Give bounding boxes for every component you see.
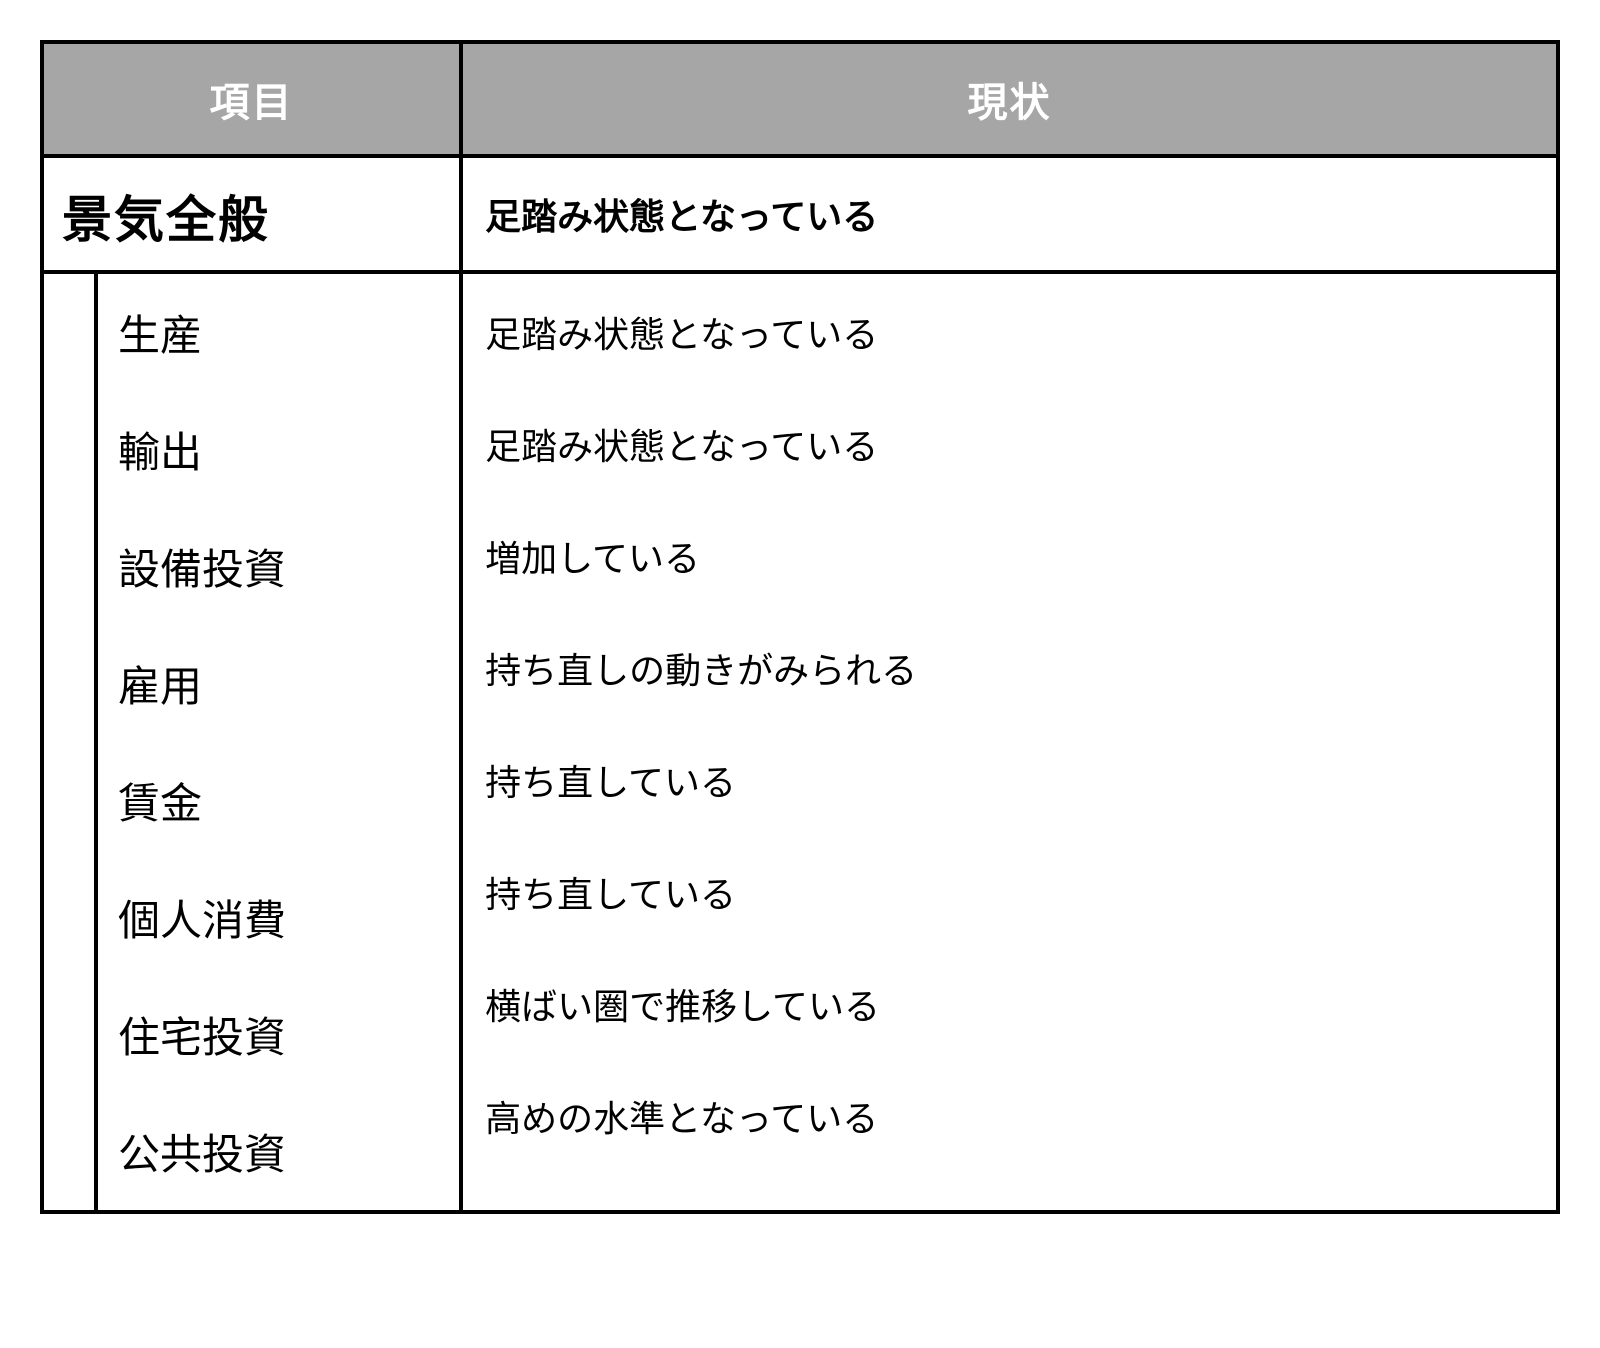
summary-value: 足踏み状態となっている	[463, 158, 1556, 258]
detail-value: 足踏み状態となっている	[463, 274, 1556, 386]
detail-label: 賃金	[98, 742, 459, 859]
detail-label: 設備投資	[98, 508, 459, 625]
detail-rows-container: 生産輸出設備投資雇用賃金個人消費住宅投資公共投資 足踏み状態となっている足踏み状…	[42, 272, 1558, 1212]
detail-value: 持ち直している	[463, 834, 1556, 946]
column-header-item: 項目	[42, 42, 461, 156]
summary-row: 景気全般 足踏み状態となっている	[42, 156, 1558, 272]
detail-label: 住宅投資	[98, 976, 459, 1093]
detail-value: 横ばい圏で推移している	[463, 946, 1556, 1058]
detail-label: 生産	[98, 274, 459, 391]
detail-label: 公共投資	[98, 1093, 459, 1210]
detail-value: 足踏み状態となっている	[463, 386, 1556, 498]
summary-label: 景気全般	[44, 158, 459, 270]
detail-label: 輸出	[98, 391, 459, 508]
detail-label: 雇用	[98, 625, 459, 742]
economic-status-table: 項目 現状 景気全般 足踏み状態となっている 生産輸出設備投資雇用賃金個人消費住…	[40, 40, 1560, 1214]
table-header-row: 項目 現状	[42, 42, 1558, 156]
detail-label: 個人消費	[98, 859, 459, 976]
detail-value: 高めの水準となっている	[463, 1058, 1556, 1170]
column-header-status: 現状	[461, 42, 1558, 156]
detail-value: 持ち直しの動きがみられる	[463, 610, 1556, 722]
detail-value: 増加している	[463, 498, 1556, 610]
detail-value: 持ち直している	[463, 722, 1556, 834]
